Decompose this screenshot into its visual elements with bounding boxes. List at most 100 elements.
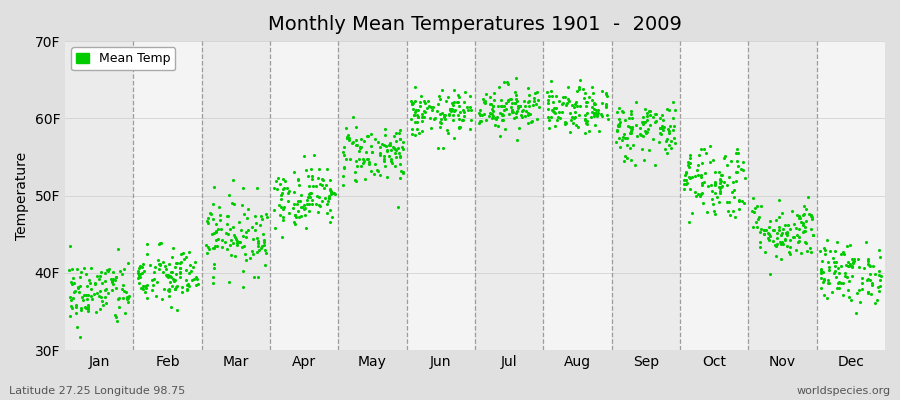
Mean Temp — [90, 273, 104, 280]
Mean Temp — [611, 122, 625, 129]
Mean Temp — [477, 99, 491, 105]
Mean Temp — [131, 268, 146, 275]
Mean Temp — [636, 157, 651, 163]
Mean Temp — [324, 189, 338, 196]
Mean Temp — [413, 103, 428, 109]
Mean Temp — [562, 110, 577, 116]
Mean Temp — [235, 244, 249, 250]
Mean Temp — [446, 117, 460, 123]
Mean Temp — [160, 273, 175, 280]
Mean Temp — [748, 205, 762, 211]
Mean Temp — [275, 216, 290, 223]
Mean Temp — [542, 116, 556, 123]
Mean Temp — [852, 298, 867, 305]
Mean Temp — [485, 106, 500, 112]
Mean Temp — [170, 306, 184, 313]
Mean Temp — [532, 103, 546, 110]
Mean Temp — [813, 248, 827, 254]
Mean Temp — [102, 265, 116, 272]
Mean Temp — [250, 185, 265, 192]
Mean Temp — [323, 187, 338, 194]
Mean Temp — [579, 99, 593, 106]
Mean Temp — [711, 184, 725, 190]
Mean Temp — [548, 122, 562, 129]
Mean Temp — [492, 84, 507, 90]
Mean Temp — [336, 173, 350, 179]
Mean Temp — [683, 154, 698, 161]
Mean Temp — [302, 208, 317, 214]
Mean Temp — [446, 106, 460, 112]
Mean Temp — [640, 110, 654, 116]
Mean Temp — [206, 245, 220, 252]
Mean Temp — [787, 233, 801, 240]
Mean Temp — [93, 272, 107, 279]
Mean Temp — [370, 166, 384, 173]
Mean Temp — [220, 246, 234, 252]
Mean Temp — [832, 279, 846, 285]
Mean Temp — [578, 130, 592, 137]
Mean Temp — [229, 236, 243, 242]
Mean Temp — [484, 115, 499, 121]
Mean Temp — [415, 111, 429, 117]
Mean Temp — [652, 129, 667, 136]
Mean Temp — [432, 124, 446, 131]
Mean Temp — [589, 107, 603, 114]
Mean Temp — [338, 156, 353, 162]
Mean Temp — [780, 243, 795, 249]
Mean Temp — [594, 111, 608, 117]
Mean Temp — [840, 274, 854, 280]
Mean Temp — [708, 190, 723, 196]
Mean Temp — [442, 110, 456, 117]
Mean Temp — [691, 172, 706, 178]
Bar — [475, 41, 544, 350]
Mean Temp — [446, 134, 461, 141]
Mean Temp — [419, 105, 434, 112]
Mean Temp — [230, 242, 244, 248]
Mean Temp — [580, 120, 594, 127]
Mean Temp — [864, 291, 878, 297]
Mean Temp — [487, 90, 501, 96]
Mean Temp — [240, 206, 255, 212]
Mean Temp — [640, 128, 654, 135]
Mean Temp — [320, 210, 335, 216]
Mean Temp — [771, 196, 786, 203]
Mean Temp — [416, 114, 430, 121]
Mean Temp — [251, 273, 266, 280]
Mean Temp — [677, 181, 691, 188]
Mean Temp — [628, 162, 643, 168]
Mean Temp — [259, 211, 274, 217]
Mean Temp — [287, 188, 302, 195]
Mean Temp — [590, 113, 604, 120]
Bar — [202, 41, 270, 350]
Mean Temp — [191, 281, 205, 288]
Mean Temp — [861, 256, 876, 262]
Mean Temp — [355, 144, 369, 150]
Mean Temp — [578, 117, 592, 124]
Mean Temp — [378, 163, 392, 169]
Mean Temp — [654, 131, 669, 137]
Mean Temp — [201, 215, 215, 221]
Mean Temp — [656, 117, 670, 123]
Mean Temp — [821, 280, 835, 286]
Mean Temp — [508, 95, 523, 102]
Mean Temp — [310, 209, 325, 216]
Mean Temp — [860, 258, 875, 264]
Mean Temp — [149, 293, 164, 299]
Mean Temp — [654, 123, 669, 130]
Mean Temp — [259, 214, 274, 220]
Mean Temp — [71, 284, 86, 290]
Mean Temp — [541, 100, 555, 106]
Mean Temp — [816, 277, 831, 284]
Mean Temp — [282, 210, 296, 216]
Mean Temp — [542, 93, 556, 100]
Mean Temp — [805, 216, 819, 222]
Mean Temp — [131, 273, 146, 280]
Mean Temp — [158, 272, 173, 278]
Mean Temp — [364, 148, 379, 155]
Mean Temp — [820, 237, 834, 244]
Mean Temp — [215, 237, 230, 244]
Mean Temp — [860, 276, 875, 283]
Mean Temp — [313, 181, 328, 188]
Mean Temp — [292, 182, 306, 188]
Mean Temp — [513, 103, 527, 110]
